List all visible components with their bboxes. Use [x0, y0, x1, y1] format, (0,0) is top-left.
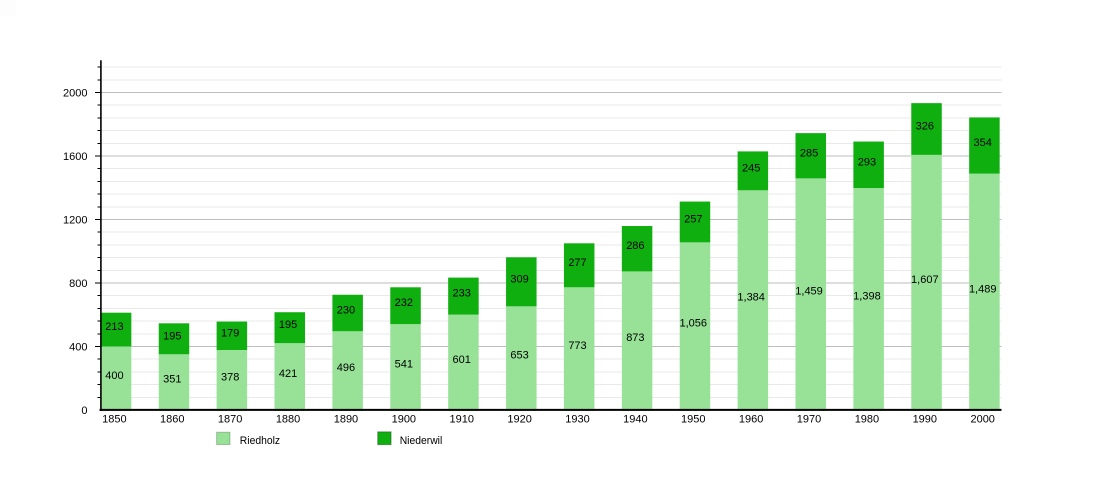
svg-text:1,384: 1,384 — [737, 292, 765, 304]
svg-text:1860: 1860 — [160, 413, 184, 425]
svg-text:1200: 1200 — [63, 214, 87, 226]
svg-text:1,459: 1,459 — [795, 286, 823, 298]
svg-text:541: 541 — [395, 359, 413, 371]
svg-text:1890: 1890 — [334, 413, 358, 425]
svg-text:421: 421 — [279, 368, 297, 380]
svg-text:2000: 2000 — [63, 87, 87, 99]
svg-text:601: 601 — [453, 354, 471, 366]
svg-text:232: 232 — [395, 297, 413, 309]
svg-text:213: 213 — [105, 321, 123, 333]
svg-text:2000: 2000 — [970, 413, 994, 425]
svg-text:1950: 1950 — [681, 413, 705, 425]
svg-text:1930: 1930 — [565, 413, 589, 425]
svg-text:1,398: 1,398 — [853, 291, 881, 303]
svg-text:230: 230 — [337, 305, 355, 317]
svg-text:1960: 1960 — [739, 413, 763, 425]
svg-text:1970: 1970 — [797, 413, 821, 425]
svg-text:400: 400 — [105, 370, 123, 382]
svg-text:285: 285 — [800, 147, 818, 159]
svg-text:286: 286 — [626, 240, 644, 252]
svg-text:400: 400 — [69, 341, 87, 353]
svg-text:0: 0 — [81, 405, 87, 417]
svg-text:1990: 1990 — [913, 413, 937, 425]
svg-text:800: 800 — [69, 278, 87, 290]
svg-text:354: 354 — [974, 137, 992, 149]
svg-text:1,056: 1,056 — [680, 318, 708, 330]
svg-text:Niederwil: Niederwil — [400, 435, 443, 447]
svg-text:1980: 1980 — [855, 413, 879, 425]
svg-text:257: 257 — [684, 213, 702, 225]
svg-text:653: 653 — [510, 350, 528, 362]
svg-text:233: 233 — [453, 288, 471, 300]
svg-text:1940: 1940 — [623, 413, 647, 425]
svg-text:1600: 1600 — [63, 151, 87, 163]
svg-text:1910: 1910 — [449, 413, 473, 425]
svg-text:195: 195 — [279, 319, 297, 331]
svg-text:277: 277 — [568, 257, 586, 269]
svg-text:Riedholz: Riedholz — [240, 435, 280, 447]
svg-text:1900: 1900 — [392, 413, 416, 425]
svg-text:773: 773 — [568, 340, 586, 352]
svg-text:195: 195 — [163, 330, 181, 342]
svg-text:309: 309 — [510, 273, 528, 285]
svg-text:1,489: 1,489 — [969, 283, 997, 295]
svg-text:179: 179 — [221, 327, 239, 339]
svg-text:326: 326 — [916, 121, 934, 133]
svg-text:378: 378 — [221, 372, 239, 384]
svg-text:1880: 1880 — [276, 413, 300, 425]
svg-text:351: 351 — [163, 374, 181, 386]
svg-text:873: 873 — [626, 332, 644, 344]
svg-text:496: 496 — [337, 362, 355, 374]
svg-text:293: 293 — [858, 156, 876, 168]
svg-text:245: 245 — [742, 162, 760, 174]
svg-text:1870: 1870 — [218, 413, 242, 425]
svg-text:1920: 1920 — [507, 413, 531, 425]
svg-text:1,607: 1,607 — [911, 274, 939, 286]
svg-text:1850: 1850 — [102, 413, 126, 425]
